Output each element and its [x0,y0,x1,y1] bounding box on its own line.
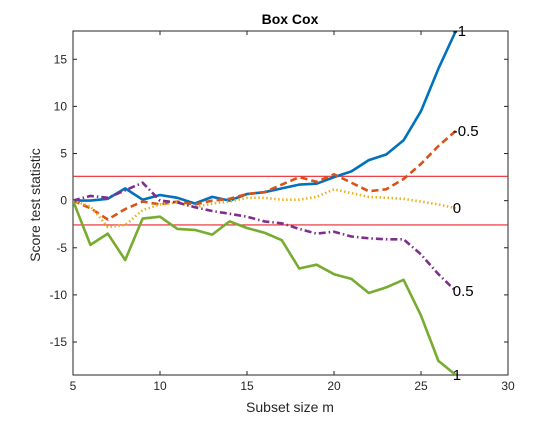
series-label-1: -1 [453,23,466,40]
y-tick-label: 15 [54,52,68,66]
y-tick-label: -5 [56,241,67,255]
series-label-4: 0.5 [453,283,474,300]
x-tick-label: 25 [414,379,428,393]
x-axis-title: Subset size m [246,399,334,415]
x-tick-label: 5 [70,379,77,393]
series-label-2: -0.5 [453,123,479,140]
y-tick-label: -10 [50,288,68,302]
series-label-5: 1 [453,367,461,384]
series-line-5 [73,200,457,375]
series-label-3: 0 [453,200,461,217]
x-tick-label: 10 [153,379,167,393]
y-tick-label: -15 [50,335,68,349]
x-tick-label: 20 [327,379,341,393]
x-tick-label: 30 [501,379,515,393]
y-tick-label: 5 [60,147,67,161]
y-axis-title: Score test statistic [27,148,43,262]
series-line-4 [73,181,457,293]
series-line-3 [73,188,457,229]
plot-area [72,30,509,376]
chart-title: Box Cox [262,11,319,27]
x-tick-label: 15 [240,379,254,393]
y-tick-label: 0 [60,194,67,208]
y-tick-label: 10 [54,99,68,113]
series-line-2 [73,129,457,221]
